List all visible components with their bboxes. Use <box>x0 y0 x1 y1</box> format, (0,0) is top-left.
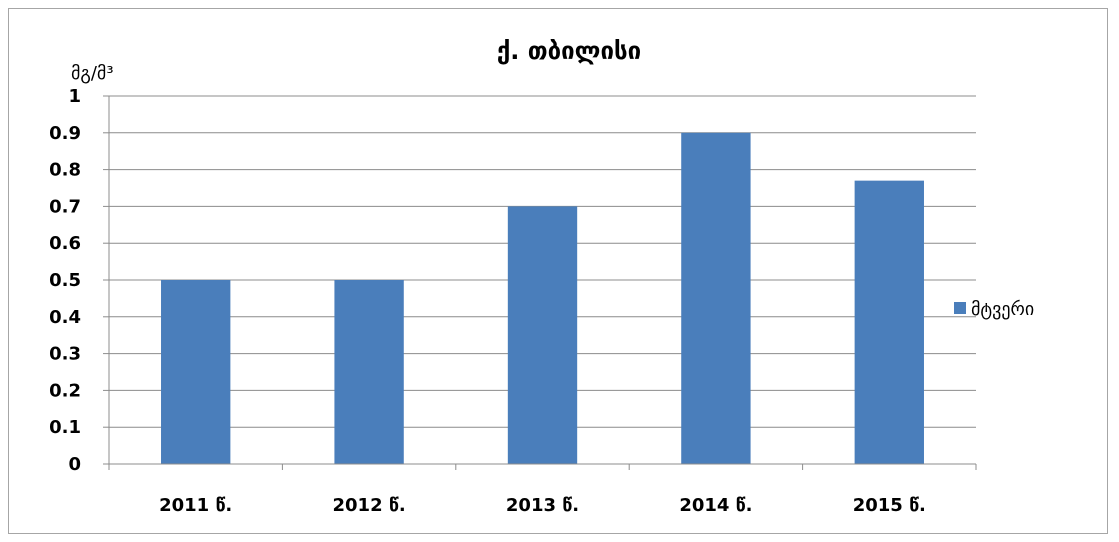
bar-1 <box>161 280 231 464</box>
legend: მტვერი <box>954 299 1034 320</box>
bar-3 <box>507 206 578 464</box>
chart-frame: ქ. თბილისი მგ/მ³ 0 0.1 0.2 0.3 0.4 0.5 0.6 0.7 0… <box>8 8 1108 534</box>
y-tick-label: 0.2 <box>49 380 81 401</box>
x-tick-label: 2013 წ. <box>506 495 579 516</box>
y-tick-label: 0.3 <box>49 344 81 365</box>
bar-5 <box>854 180 924 464</box>
x-tick-label: 2012 წ. <box>333 495 406 516</box>
chart-title: ქ. თბილისი <box>497 37 641 65</box>
x-tick-labels: 2011 წ. 2012 წ. 2013 წ. 2014 წ. 2015 წ. <box>159 495 926 516</box>
y-tick-label: 0.8 <box>49 160 81 181</box>
y-tick-label: 0.9 <box>49 123 81 144</box>
x-tick-label: 2011 წ. <box>159 495 232 516</box>
bar-4 <box>681 132 751 465</box>
legend-label: მტვერი <box>971 299 1034 320</box>
y-tick-label: 0 <box>68 454 81 475</box>
y-tick-label: 0.5 <box>49 270 81 291</box>
y-tick-label: 0.7 <box>49 196 81 217</box>
x-tick-label: 2015 წ. <box>853 495 926 516</box>
y-tick-label: 0.1 <box>49 417 81 438</box>
bar-chart: ქ. თბილისი მგ/მ³ 00.10.20.30.40.50.60.70… <box>49 37 1034 516</box>
x-tick-label: 2014 წ. <box>679 495 752 516</box>
bar-2 <box>334 280 404 464</box>
y-axis-unit-label: მგ/მ³ <box>71 63 114 84</box>
y-tick-label: 0.4 <box>49 307 81 328</box>
y-tick-label: 1 <box>68 86 81 107</box>
bars <box>161 132 924 465</box>
y-tick-label: 0.6 <box>49 233 81 254</box>
y-tick-labels: 0 0.1 0.2 0.3 0.4 0.5 0.6 0.7 0.8 0.9 1 <box>49 86 109 475</box>
legend-swatch <box>954 302 966 314</box>
